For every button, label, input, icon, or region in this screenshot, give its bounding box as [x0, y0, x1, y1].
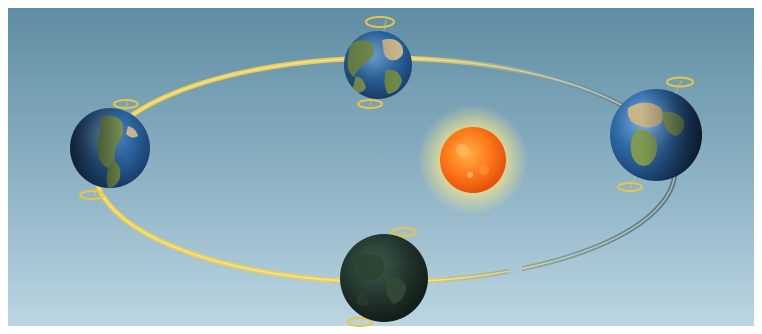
- rotation-arrow-top-icon: [391, 227, 417, 237]
- earth-bottom: [340, 227, 428, 327]
- sun-core: [440, 127, 506, 193]
- rotation-arrow-top-icon: [666, 76, 694, 88]
- sun: [418, 105, 528, 215]
- earth-right: [610, 76, 702, 192]
- rotation-arrow-bottom-icon: [79, 190, 105, 200]
- rotation-arrow-bottom-icon: [357, 99, 383, 109]
- rotation-arrow-bottom-icon: [347, 317, 373, 327]
- earth-left: [70, 99, 150, 200]
- rotation-arrow-top-icon: [365, 16, 395, 28]
- rotation-arrow-bottom-icon: [617, 182, 643, 192]
- earth-top: [344, 16, 412, 109]
